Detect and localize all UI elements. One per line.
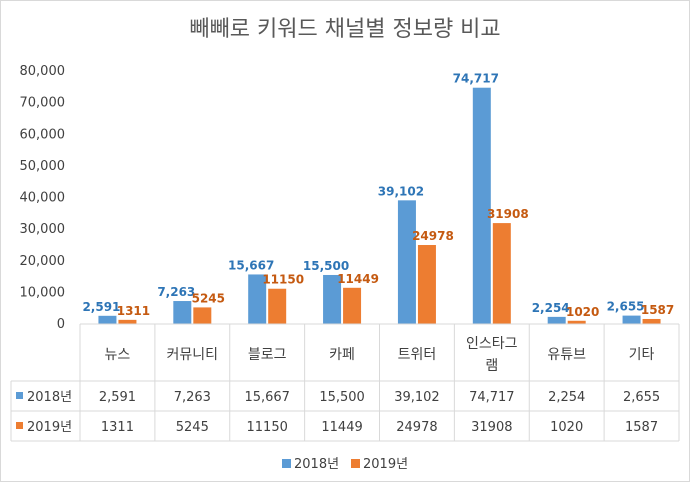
y-tick-label: 50,000	[20, 159, 66, 174]
y-tick-label: 60,000	[20, 127, 66, 142]
y-tick-label: 80,000	[20, 64, 66, 79]
table-series-label: 2019년	[27, 420, 72, 435]
bar-2018-3	[323, 274, 342, 324]
bar-2018-5	[472, 87, 491, 324]
data-label: 74,717	[453, 72, 499, 86]
y-tick-label: 30,000	[20, 222, 66, 237]
table-cell: 1587	[625, 420, 658, 435]
bar-2019-3	[343, 287, 362, 324]
data-label: 39,102	[378, 184, 424, 198]
y-tick-label: 40,000	[20, 191, 66, 206]
bar-2018-4	[397, 200, 416, 324]
category-label: 인스타그	[466, 336, 518, 352]
data-label: 5245	[192, 291, 225, 305]
data-label: 2,655	[607, 300, 645, 314]
table-cell: 5245	[176, 420, 209, 435]
table-cell: 39,102	[394, 390, 440, 405]
bar-2018-0	[98, 315, 117, 324]
data-label: 1311	[117, 304, 150, 318]
y-tick-label: 70,000	[20, 96, 66, 111]
category-label: 기타	[629, 347, 655, 363]
data-labels-layer: 2,591 7,263 15,667 15,500 39,102 74,717 2,254 2…	[82, 72, 674, 319]
bar-2019-7	[642, 318, 661, 324]
table-cell: 11150	[247, 420, 288, 435]
y-axis: 0 10,000 20,000 30,000 40,000 50,000 60,000 70,…	[20, 64, 66, 332]
category-label: 블로그	[248, 347, 287, 363]
y-tick-label: 20,000	[20, 254, 66, 269]
bar-2019-1	[193, 307, 212, 324]
table-cell: 31908	[471, 420, 512, 435]
bars-layer	[98, 87, 661, 324]
data-label: 31908	[487, 207, 529, 221]
category-label: 트위터	[398, 347, 437, 363]
data-label: 24978	[412, 229, 454, 243]
chart-title: 빼빼로 키워드 채널별 정보량 비교	[189, 17, 500, 42]
legend-label: 2019년	[363, 457, 408, 472]
legend-swatch	[282, 459, 291, 468]
data-label: 1020	[566, 305, 599, 319]
table-cell: 1020	[550, 420, 583, 435]
bar-2018-6	[547, 316, 566, 324]
bar-2018-2	[248, 274, 267, 324]
category-label: 뉴스	[105, 347, 131, 363]
table-series-label: 2018년	[27, 390, 72, 405]
data-label: 15,500	[303, 259, 349, 273]
table-cell: 15,667	[244, 390, 290, 405]
legend-swatch	[351, 459, 360, 468]
data-label: 15,667	[228, 258, 274, 272]
bar-2019-5	[492, 223, 511, 324]
bar-2018-1	[173, 301, 192, 324]
bar-2019-4	[417, 245, 436, 324]
chart-legend: 2018년 2019년	[282, 457, 408, 472]
legend-label: 2018년	[294, 457, 339, 472]
bar-2019-0	[118, 319, 137, 324]
table-cell: 2,254	[548, 390, 585, 405]
table-cell: 74,717	[469, 390, 515, 405]
y-tick-label: 10,000	[20, 285, 66, 300]
data-label: 11449	[337, 272, 379, 286]
category-label: 램	[485, 358, 498, 374]
table-cell: 2,591	[99, 390, 136, 405]
data-label: 1587	[641, 303, 674, 317]
table-cell: 24978	[396, 420, 437, 435]
category-label: 커뮤니티	[167, 347, 219, 363]
table-cell: 7,263	[174, 390, 211, 405]
data-label: 2,591	[82, 300, 120, 314]
table-series-key	[16, 392, 23, 399]
table-cell: 15,500	[319, 390, 365, 405]
category-label: 카페	[329, 347, 355, 363]
data-label: 11150	[262, 273, 304, 287]
table-cell: 2,655	[623, 390, 660, 405]
data-label: 7,263	[157, 285, 195, 299]
y-tick-label: 0	[57, 317, 65, 332]
category-label: 유튜브	[547, 347, 586, 363]
data-label: 2,254	[532, 301, 570, 315]
bar-2018-7	[622, 315, 641, 324]
bar-2019-2	[268, 288, 287, 324]
bar-2019-6	[567, 320, 586, 324]
table-cell: 1311	[101, 420, 134, 435]
table-series-key	[16, 422, 23, 429]
table-cell: 11449	[321, 420, 362, 435]
